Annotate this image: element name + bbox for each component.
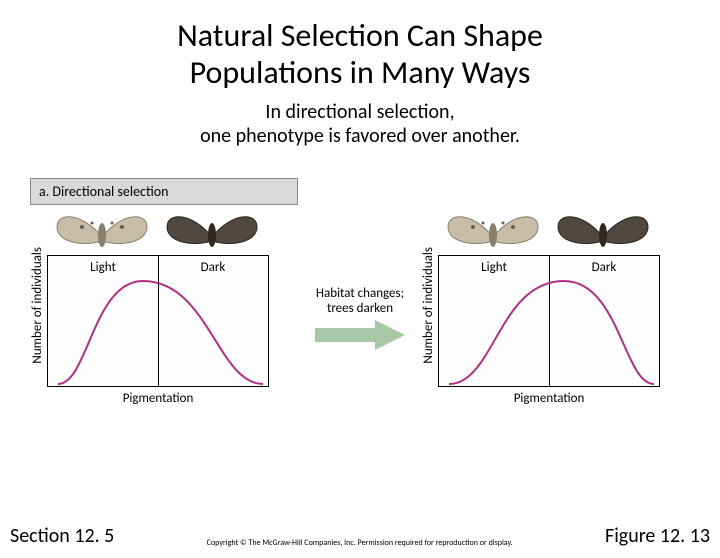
panel-header: a. Directional selection [30, 178, 298, 205]
yaxis-label-left: Number of individuals [30, 247, 45, 364]
chart-left-curve [48, 256, 268, 386]
xaxis-label-right: Pigmentation [438, 391, 660, 406]
chart-right-curve [439, 256, 659, 386]
title-line2: Populations in Many Ways [190, 53, 531, 92]
chart-left: Light Dark [47, 255, 269, 387]
moth-light-right [443, 207, 543, 253]
xaxis-label-left: Pigmentation [47, 391, 269, 406]
arrow-block: Habitat changes; trees darken [309, 286, 411, 354]
chart-block-before: Number of individuals [30, 205, 299, 406]
slide-subtitle: In directional selection, one phenotype … [40, 100, 680, 148]
moth-dark-right [553, 207, 653, 253]
figure-label: Figure 12. 13 [605, 524, 710, 548]
chart-right-wrap: Light Dark Pigmentation [438, 205, 660, 406]
moth-dark-left [162, 207, 262, 253]
section-label: Section 12. 5 [10, 524, 114, 548]
figure-area: a. Directional selection Number of indiv… [30, 178, 690, 406]
subtitle-line2: one phenotype is favored over another. [200, 124, 520, 148]
arrow-text-line2: trees darken [309, 301, 411, 316]
title-line1: Natural Selection Can Shape [177, 16, 543, 55]
arrow-icon [315, 320, 405, 350]
chart-left-wrap: Light Dark Pigmentation [47, 205, 269, 406]
moth-light-left [52, 207, 152, 253]
arrow-text-line1: Habitat changes; [309, 286, 411, 301]
chart-right: Light Dark [438, 255, 660, 387]
footer: Section 12. 5 Copyright © The McGraw-Hil… [0, 524, 720, 548]
chart-block-after: Number of individuals [421, 205, 690, 406]
charts-row: Number of individuals [30, 205, 690, 406]
slide-title: Natural Selection Can Shape Populations … [40, 18, 680, 92]
yaxis-label-right: Number of individuals [421, 247, 436, 364]
subtitle-line1: In directional selection, [265, 100, 454, 124]
